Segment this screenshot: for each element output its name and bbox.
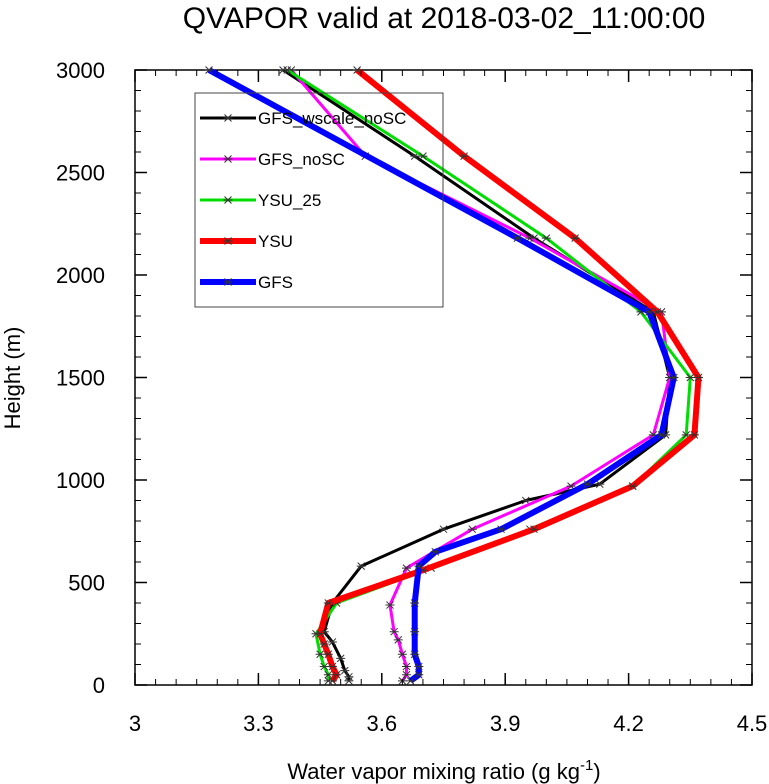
data-point [385, 601, 395, 609]
legend-item: GFS [200, 273, 293, 292]
data-point [319, 640, 329, 648]
x-tick-label: 3.3 [243, 711, 274, 736]
data-point [595, 480, 605, 488]
series-YSU [315, 66, 704, 685]
legend-marker [223, 155, 233, 163]
data-point [459, 152, 469, 160]
x-axis-label-main: Water vapor mixing ratio (g kg [287, 759, 580, 784]
series-GFS [204, 66, 679, 685]
data-point [410, 650, 420, 659]
y-tick-label: 2500 [56, 161, 105, 186]
y-tick-label: 1000 [56, 468, 105, 493]
data-point [323, 599, 333, 607]
data-point [414, 662, 424, 671]
data-point [529, 525, 539, 534]
data-point [323, 650, 333, 659]
y-tick-label: 3000 [56, 58, 105, 83]
ticks-layer: 3 3.3 3.6 3.9 4.2 4.5 0 500 1000 1500 2000 2500 3000 [56, 58, 767, 736]
data-point [327, 638, 337, 646]
legend-item: GFS_wscale_noSC [200, 109, 406, 128]
legend-label: GFS [258, 273, 293, 292]
legend-label: GFS_noSC [258, 150, 345, 169]
x-axis-label: Water vapor mixing ratio (g kg-1) [287, 757, 600, 784]
data-point [652, 308, 662, 316]
data-point [410, 599, 420, 607]
series-line [286, 68, 692, 681]
data-point [389, 627, 399, 636]
legend-item: YSU [200, 232, 293, 251]
data-point [414, 670, 424, 679]
data-point [356, 562, 366, 570]
legend-marker [223, 237, 233, 245]
data-point [315, 650, 325, 659]
data-point [401, 670, 411, 679]
data-point [689, 431, 699, 439]
x-axis-label-sup: -1 [580, 757, 593, 774]
x-axis-label-end: ) [593, 759, 600, 784]
data-point [406, 677, 416, 685]
y-tick-label: 2000 [56, 263, 105, 288]
series-layer [204, 66, 704, 685]
data-point [570, 234, 580, 242]
legend-label: GFS_wscale_noSC [258, 109, 406, 128]
legend-marker [223, 114, 233, 122]
legend-box [194, 92, 444, 308]
data-point [319, 662, 329, 671]
y-tick-label: 0 [93, 673, 105, 698]
data-point [340, 666, 350, 675]
data-point [323, 670, 333, 679]
data-point [204, 66, 214, 74]
data-point [582, 480, 592, 488]
data-point [418, 152, 428, 160]
data-point [657, 431, 667, 439]
data-point [397, 650, 407, 659]
legend: GFS_wscale_noSC GFS_noSC YSU_25 YSU GFS [194, 92, 444, 308]
data-point [439, 525, 448, 534]
data-point [467, 525, 477, 534]
data-point [352, 66, 362, 74]
legend-marker [223, 278, 233, 286]
data-point [414, 562, 424, 570]
data-point [327, 662, 337, 671]
data-point [332, 670, 342, 679]
data-point [669, 373, 679, 382]
data-point [336, 654, 346, 663]
data-point [401, 564, 411, 573]
data-point [513, 234, 523, 242]
legend-label: YSU_25 [258, 191, 321, 210]
x-tick-label: 3.6 [367, 711, 398, 736]
y-axis-label: Height (m) [0, 327, 25, 430]
x-tick-label: 3.9 [490, 711, 521, 736]
data-point [344, 672, 354, 681]
data-point [327, 677, 337, 685]
data-point [541, 234, 551, 242]
x-tick-label: 4.2 [613, 711, 644, 736]
data-point [685, 373, 695, 382]
data-point [694, 373, 704, 382]
legend-item: YSU_25 [200, 191, 321, 210]
data-point [282, 66, 292, 74]
data-point [521, 496, 531, 505]
x-tick-label: 3 [129, 711, 141, 736]
data-point [430, 547, 440, 556]
y-tick-label: 500 [68, 571, 105, 596]
legend-item: GFS_noSC [200, 150, 345, 169]
data-point [401, 662, 411, 671]
chart-title: QVAPOR valid at 2018-03-02_11:00:00 [183, 2, 706, 35]
series-line [317, 67, 702, 683]
x-tick-label: 4.5 [737, 711, 768, 736]
data-point [393, 636, 403, 644]
data-point [496, 525, 506, 534]
y-tick-label: 1500 [56, 366, 105, 391]
legend-marker [223, 196, 233, 204]
data-point [628, 482, 638, 491]
data-point [410, 627, 420, 636]
legend-label: YSU [258, 232, 293, 251]
series-line [290, 69, 672, 682]
data-point [644, 308, 654, 316]
data-point [315, 629, 325, 638]
